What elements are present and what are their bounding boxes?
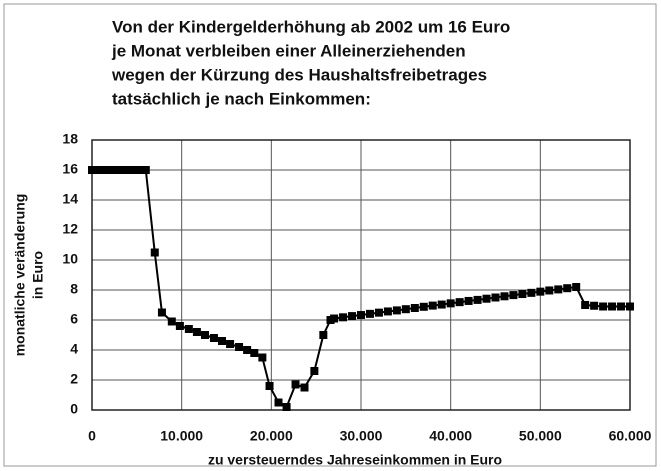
data-marker bbox=[128, 166, 137, 174]
data-marker bbox=[310, 367, 319, 375]
data-marker bbox=[330, 314, 339, 323]
data-marker bbox=[563, 284, 572, 293]
data-marker bbox=[509, 291, 518, 300]
data-marker bbox=[167, 317, 176, 326]
x-tick-label: 50.000 bbox=[519, 428, 562, 444]
data-marker bbox=[348, 312, 357, 321]
data-marker bbox=[137, 166, 146, 174]
data-marker bbox=[554, 285, 563, 294]
y-tick-label: 12 bbox=[62, 221, 78, 237]
data-marker bbox=[132, 166, 141, 174]
data-marker bbox=[455, 298, 464, 307]
x-tick-label: 60.000 bbox=[609, 428, 652, 444]
data-marker bbox=[464, 296, 473, 305]
x-tick-label: 10.000 bbox=[160, 428, 203, 444]
data-marker bbox=[184, 325, 193, 333]
data-marker bbox=[157, 308, 166, 317]
data-marker bbox=[545, 286, 554, 295]
data-marker bbox=[527, 288, 536, 297]
data-marker bbox=[446, 299, 455, 308]
x-tick-label: 30.000 bbox=[340, 428, 383, 444]
data-marker bbox=[473, 295, 482, 304]
data-marker bbox=[226, 340, 235, 348]
y-axis-label: monatliche veränderung bbox=[12, 194, 28, 357]
data-marker bbox=[150, 248, 159, 257]
x-tick-label: 0 bbox=[88, 428, 96, 444]
plot-border bbox=[91, 139, 631, 411]
data-marker bbox=[123, 166, 132, 174]
data-marker bbox=[105, 166, 114, 174]
data-marker bbox=[383, 307, 392, 316]
data-marker bbox=[258, 353, 267, 362]
y-axis-label: in Euro bbox=[30, 251, 46, 299]
data-marker bbox=[482, 294, 491, 303]
data-marker bbox=[114, 166, 123, 174]
data-marker bbox=[282, 403, 291, 411]
data-marker bbox=[608, 302, 617, 311]
data-marker bbox=[235, 343, 244, 351]
data-marker bbox=[599, 302, 608, 311]
x-axis-label: zu versteuerndes Jahreseinkommen in Euro bbox=[208, 452, 502, 468]
y-tick-label: 16 bbox=[62, 161, 78, 177]
y-tick-label: 6 bbox=[70, 311, 78, 327]
data-marker bbox=[357, 311, 365, 320]
data-marker bbox=[175, 322, 184, 330]
y-tick-label: 18 bbox=[62, 131, 78, 147]
data-marker bbox=[209, 334, 218, 342]
data-marker bbox=[437, 300, 446, 309]
data-marker bbox=[88, 166, 96, 174]
chart-title: Von der Kindergelderhöhung ab 2002 um 16… bbox=[112, 17, 510, 36]
data-marker bbox=[250, 349, 259, 357]
y-tick-label: 10 bbox=[62, 251, 78, 267]
data-marker bbox=[518, 290, 527, 299]
data-marker bbox=[339, 313, 348, 322]
data-marker bbox=[96, 166, 105, 174]
data-marker bbox=[374, 308, 383, 317]
data-marker bbox=[319, 331, 328, 339]
y-tick-label: 4 bbox=[70, 341, 78, 357]
data-marker bbox=[291, 380, 300, 389]
data-marker bbox=[500, 292, 509, 301]
data-marker bbox=[200, 331, 209, 339]
data-marker bbox=[300, 383, 309, 392]
y-tick-label: 8 bbox=[70, 281, 78, 297]
data-marker bbox=[491, 293, 500, 302]
data-marker bbox=[419, 302, 428, 311]
data-marker bbox=[92, 166, 101, 174]
data-marker bbox=[243, 346, 252, 354]
data-marker bbox=[410, 304, 419, 312]
chart-title: tatsächlich je nach Einkommen: bbox=[112, 89, 371, 108]
data-marker bbox=[110, 166, 119, 174]
data-marker bbox=[428, 301, 437, 310]
data-marker bbox=[581, 301, 590, 309]
data-marker bbox=[401, 305, 410, 314]
data-marker bbox=[218, 337, 227, 345]
chart-title: wegen der Kürzung des Haushaltsfreibetra… bbox=[111, 65, 487, 84]
y-tick-label: 2 bbox=[70, 371, 78, 387]
data-marker bbox=[626, 302, 634, 311]
data-marker bbox=[274, 398, 283, 407]
data-marker bbox=[141, 166, 150, 174]
x-tick-label: 20.000 bbox=[250, 428, 293, 444]
data-marker bbox=[119, 166, 128, 174]
data-marker bbox=[536, 287, 545, 296]
data-marker bbox=[617, 302, 626, 311]
data-marker bbox=[590, 301, 599, 310]
y-tick-label: 14 bbox=[62, 191, 78, 207]
data-marker bbox=[101, 166, 110, 174]
data-marker bbox=[365, 309, 374, 318]
frame bbox=[3, 3, 657, 467]
data-marker bbox=[192, 328, 201, 336]
data-marker bbox=[572, 283, 581, 291]
chart-title: je Monat verbleiben einer Alleinerziehen… bbox=[111, 41, 466, 60]
x-tick-label: 40.000 bbox=[429, 428, 472, 444]
y-tick-label: 0 bbox=[70, 401, 78, 417]
data-marker bbox=[265, 382, 274, 390]
data-marker bbox=[392, 306, 401, 315]
